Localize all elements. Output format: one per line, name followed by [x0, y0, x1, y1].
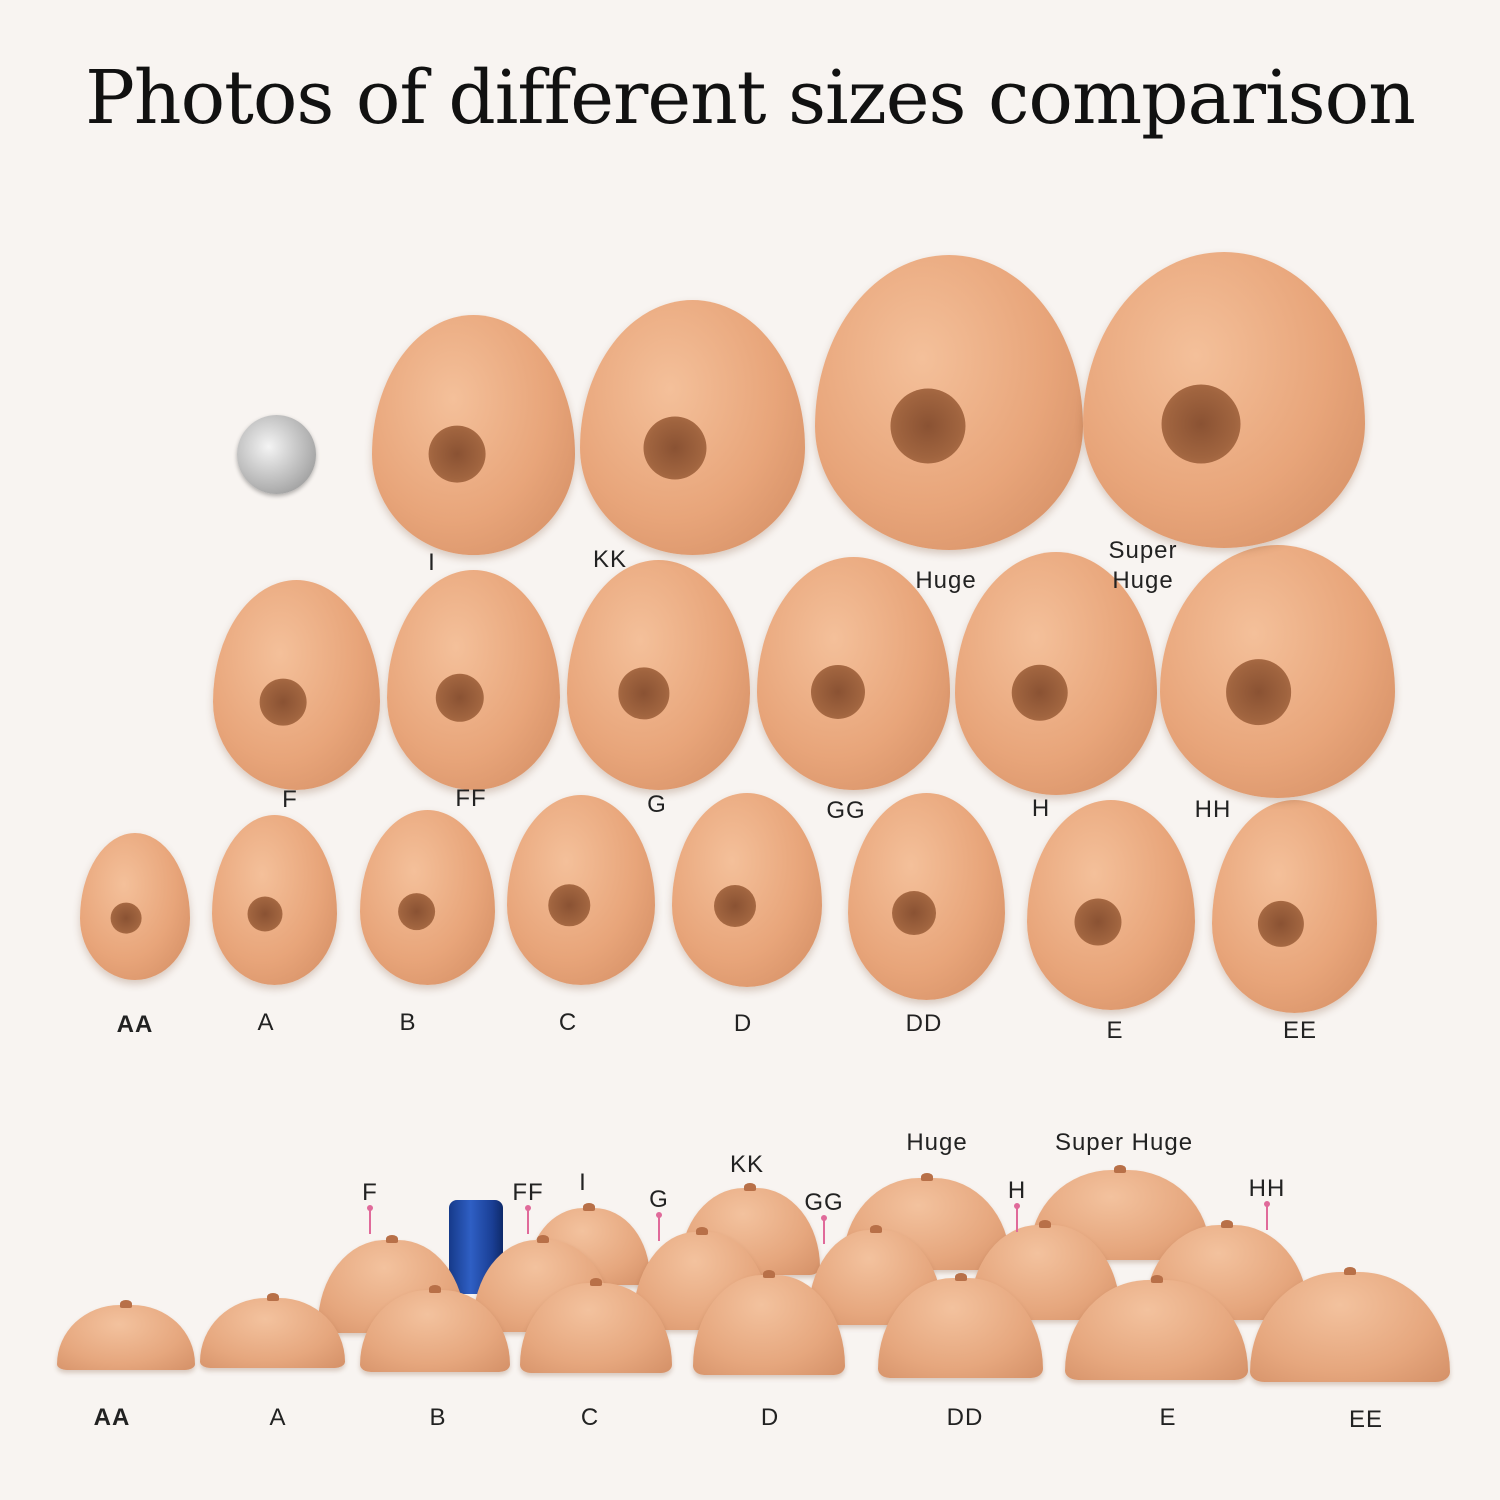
size-label: AA	[93, 1404, 131, 1431]
page-title: Photos of different sizes comparison	[85, 55, 1416, 141]
size-label: I	[579, 1169, 587, 1196]
label-pin	[1014, 1203, 1020, 1232]
size-label: Super Huge	[1108, 537, 1178, 594]
areola	[259, 678, 307, 726]
nipple	[920, 1173, 933, 1181]
breast-form-front	[1027, 800, 1195, 1010]
areola	[1011, 664, 1069, 722]
size-label: A	[269, 1404, 287, 1431]
nipple	[1114, 1165, 1126, 1173]
size-label: EE	[1282, 1017, 1318, 1044]
size-label: HH	[1248, 1175, 1286, 1202]
areola	[1074, 898, 1122, 946]
breast-form-side	[57, 1300, 195, 1370]
soda-can-top-reference	[237, 415, 316, 494]
breast-form-front	[360, 810, 495, 985]
breast-form-front	[1160, 545, 1395, 798]
size-label: E	[1106, 1017, 1124, 1044]
nipple	[954, 1273, 967, 1281]
nipple	[1220, 1220, 1233, 1228]
size-label: Super Huge	[1054, 1129, 1194, 1156]
size-label: Huge	[906, 1129, 968, 1156]
areola	[435, 673, 484, 722]
size-label: G	[647, 791, 667, 818]
nipple	[763, 1270, 775, 1278]
size-label: B	[399, 1009, 417, 1036]
nipple	[385, 1235, 398, 1243]
size-label: D	[760, 1404, 780, 1431]
size-label: EE	[1348, 1406, 1384, 1433]
size-label: KK	[592, 546, 628, 573]
nipple	[120, 1300, 132, 1308]
breast-form-front	[372, 315, 575, 555]
size-label: F	[362, 1179, 378, 1206]
breast-form-front	[580, 300, 805, 555]
areola	[247, 896, 282, 932]
areola	[811, 665, 866, 720]
areola	[428, 425, 486, 483]
size-label: KK	[729, 1151, 765, 1178]
areola	[1258, 900, 1305, 947]
size-label: FF	[455, 785, 487, 812]
nipple	[1039, 1220, 1051, 1228]
areola	[618, 667, 670, 720]
size-label: H	[1031, 795, 1051, 822]
label-pin	[525, 1205, 531, 1234]
breast-form-front	[1083, 252, 1365, 548]
size-label: AA	[116, 1011, 154, 1038]
areola	[110, 902, 142, 934]
areola	[397, 892, 436, 931]
areola	[548, 884, 590, 926]
nipple	[590, 1278, 602, 1286]
size-label: A	[257, 1009, 275, 1036]
size-label: I	[428, 549, 436, 576]
size-label: E	[1159, 1404, 1177, 1431]
breast-form-front	[212, 815, 337, 985]
nipple	[1150, 1275, 1163, 1283]
size-label: DD	[946, 1404, 984, 1431]
breast-form-front	[387, 570, 560, 790]
size-label: DD	[905, 1010, 943, 1037]
nipple	[869, 1225, 882, 1233]
label-pin	[656, 1212, 662, 1241]
label-pin	[367, 1205, 373, 1234]
breast-form-front	[567, 560, 750, 790]
size-label: D	[733, 1010, 753, 1037]
label-pin	[821, 1215, 827, 1244]
size-label: GG	[826, 797, 866, 824]
nipple	[744, 1183, 756, 1191]
areola	[643, 416, 706, 480]
breast-form-front	[757, 557, 950, 790]
nipple	[1344, 1267, 1356, 1275]
nipple	[582, 1203, 595, 1211]
areola	[714, 884, 756, 927]
size-label: GG	[804, 1189, 844, 1216]
breast-form-front	[1212, 800, 1377, 1013]
size-label: FF	[512, 1179, 544, 1206]
nipple	[429, 1285, 441, 1293]
size-label: G	[649, 1186, 669, 1213]
size-label: C	[580, 1404, 600, 1431]
breast-form-front	[848, 793, 1005, 1000]
nipple	[266, 1293, 279, 1301]
size-label: F	[282, 786, 298, 813]
areola	[890, 388, 966, 464]
breast-form-front	[672, 793, 822, 987]
breast-form-front	[80, 833, 190, 980]
size-label: HH	[1194, 796, 1232, 823]
areola	[1225, 658, 1292, 725]
nipple	[695, 1227, 708, 1235]
label-pin	[1264, 1201, 1270, 1230]
size-label: B	[429, 1404, 447, 1431]
breast-form-front	[507, 795, 655, 985]
size-label: Huge	[915, 567, 977, 594]
breast-form-front	[815, 255, 1083, 550]
breast-form-front	[955, 552, 1157, 795]
areola	[891, 891, 936, 936]
size-label: H	[1007, 1177, 1027, 1204]
nipple	[536, 1235, 549, 1243]
size-label: C	[558, 1009, 578, 1036]
breast-form-front	[213, 580, 380, 790]
areola	[1161, 384, 1241, 464]
